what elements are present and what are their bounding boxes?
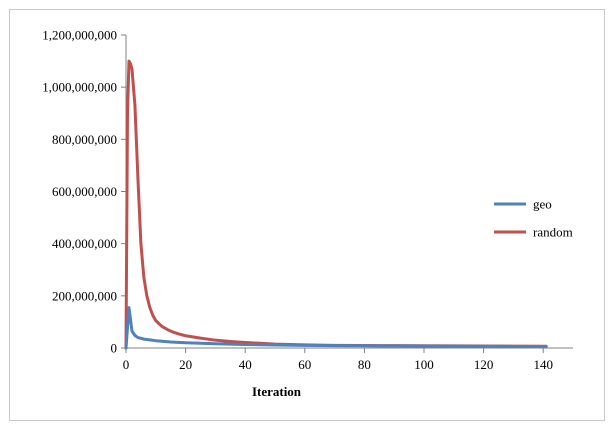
legend-label-random: random <box>533 225 573 240</box>
x-tick-label: 40 <box>239 357 252 372</box>
legend: geo random <box>494 197 573 240</box>
axes: 0 200,000,000 400,000,000 600,000,000 800,00… <box>42 28 573 372</box>
y-tick-label: 400,000,000 <box>52 236 117 251</box>
y-tick-label: 600,000,000 <box>52 184 117 199</box>
x-axis-title: Iteration <box>252 384 302 399</box>
y-tick-label: 0 <box>111 341 118 356</box>
y-tick-label: 1,200,000,000 <box>42 28 117 43</box>
x-tick-label: 60 <box>298 357 311 372</box>
x-tick-label: 0 <box>123 357 130 372</box>
series-line-random <box>124 59 548 350</box>
y-tick-label: 1,000,000,000 <box>42 80 117 95</box>
series-line-geo <box>124 306 548 350</box>
x-tick-label: 140 <box>533 357 553 372</box>
x-tick-label: 120 <box>474 357 494 372</box>
x-tick-label: 20 <box>179 357 192 372</box>
y-tick-label: 200,000,000 <box>52 288 117 303</box>
x-tick-label: 100 <box>414 357 434 372</box>
y-tick-label: 800,000,000 <box>52 132 117 147</box>
series-layer <box>124 59 548 350</box>
chart-frame <box>9 9 605 421</box>
x-tick-label: 80 <box>358 357 371 372</box>
legend-label-geo: geo <box>533 197 552 212</box>
